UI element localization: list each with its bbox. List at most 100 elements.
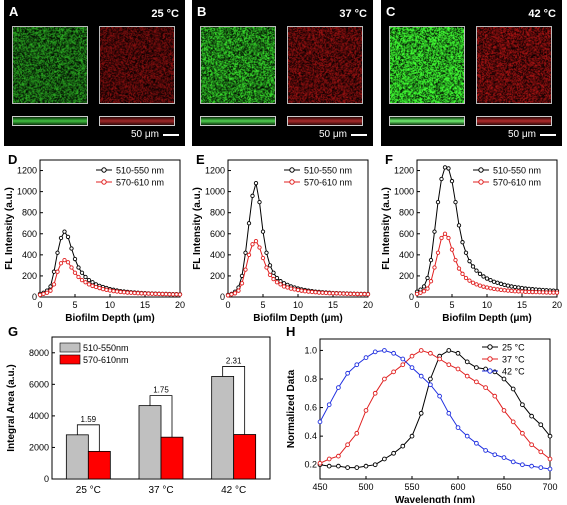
data-point xyxy=(153,291,158,296)
y-tick-label: 0 xyxy=(220,292,225,302)
data-point xyxy=(516,285,521,290)
legend-marker xyxy=(289,167,295,173)
data-point xyxy=(439,176,444,182)
data-point xyxy=(83,280,88,285)
category-label: 42 °C xyxy=(221,485,246,496)
bar xyxy=(160,436,184,480)
data-point xyxy=(547,456,553,462)
panel-label: A xyxy=(9,4,19,19)
data-point xyxy=(481,284,486,289)
data-point xyxy=(520,402,525,408)
legend-swatch xyxy=(59,342,81,353)
data-point xyxy=(348,291,353,296)
data-point xyxy=(533,290,539,295)
data-point xyxy=(139,291,144,296)
data-point xyxy=(372,349,378,355)
legend-label: 510-550 nm xyxy=(116,166,164,176)
data-point xyxy=(79,270,85,275)
y-axis-label: FL Intensity (a.u.) xyxy=(4,187,15,270)
data-point xyxy=(86,277,92,283)
data-point xyxy=(456,223,462,228)
red-cross-section xyxy=(476,116,552,126)
scale-bar: 50 μm xyxy=(131,129,179,140)
data-point xyxy=(428,376,433,382)
data-point xyxy=(421,284,427,289)
data-point xyxy=(428,382,433,388)
y-tick-label: 0 xyxy=(32,292,37,302)
data-point xyxy=(243,250,248,255)
legend-label: 510-550 nm xyxy=(304,166,352,176)
data-point xyxy=(446,235,451,241)
data-point xyxy=(299,288,304,293)
data-point xyxy=(250,242,255,247)
data-point xyxy=(491,286,497,292)
ratio-annotation: 1.59 xyxy=(81,415,97,424)
data-point xyxy=(160,291,165,297)
data-point xyxy=(336,463,341,469)
chart-h: 450 500 550 600 650 700 0.2 0.4 0.6 0.8 1.0 Wavelen… xyxy=(286,338,558,503)
data-point xyxy=(363,463,369,469)
data-point xyxy=(309,289,315,295)
y-tick-label: 8000 xyxy=(29,348,49,358)
data-point xyxy=(260,229,266,234)
data-point xyxy=(483,448,488,453)
panel-label: B xyxy=(197,4,207,19)
data-point xyxy=(474,268,479,273)
data-point xyxy=(267,263,273,268)
data-point xyxy=(278,282,283,287)
x-axis-label: Biofilm Depth (μm) xyxy=(65,313,154,324)
data-point xyxy=(313,290,318,295)
data-point xyxy=(51,282,57,287)
data-point xyxy=(449,247,455,252)
scale-bar: 50 μm xyxy=(508,129,556,140)
plot-frame xyxy=(319,338,551,480)
red-channel-image xyxy=(99,26,175,104)
legend-marker xyxy=(487,368,493,374)
y-tick-label: 0 xyxy=(409,292,414,302)
bar xyxy=(138,405,162,480)
y-tick-label: 400 xyxy=(210,250,225,260)
data-point xyxy=(455,366,461,372)
x-tick-label: 20 xyxy=(175,300,185,310)
data-point xyxy=(474,440,479,446)
data-point xyxy=(170,292,176,297)
data-point xyxy=(414,291,420,296)
data-point xyxy=(409,433,415,439)
data-point xyxy=(302,289,308,294)
data-point xyxy=(529,413,534,419)
data-point xyxy=(529,463,534,469)
data-point xyxy=(456,266,462,271)
panel-label-d: D xyxy=(8,152,17,167)
data-point xyxy=(530,289,535,295)
data-point xyxy=(149,291,155,296)
y-tick-label: 1000 xyxy=(205,187,225,197)
data-point xyxy=(470,280,476,285)
data-point xyxy=(264,250,269,255)
data-point xyxy=(547,290,553,295)
green-cross-section xyxy=(12,116,88,126)
x-tick-label: 5 xyxy=(72,300,77,310)
data-point xyxy=(93,284,99,290)
y-tick-label: 200 xyxy=(22,271,37,281)
legend-label: 570-610nm xyxy=(83,355,129,365)
data-point xyxy=(135,291,141,296)
data-point xyxy=(484,276,490,281)
data-point xyxy=(48,284,53,289)
y-tick-label: 0 xyxy=(44,474,49,484)
panel-label: C xyxy=(386,4,396,19)
data-point xyxy=(336,385,341,390)
series-line xyxy=(416,233,558,295)
data-point xyxy=(470,264,476,269)
data-point xyxy=(523,289,528,294)
data-point xyxy=(495,287,500,292)
x-tick-label: 700 xyxy=(542,482,557,492)
data-point xyxy=(538,422,544,428)
data-point xyxy=(372,390,378,396)
data-point xyxy=(69,246,74,251)
y-axis-label: FL Intensity (a.u.) xyxy=(381,187,392,270)
data-point xyxy=(76,265,81,270)
data-point xyxy=(520,430,525,436)
data-point xyxy=(97,285,102,291)
data-point xyxy=(239,281,245,286)
